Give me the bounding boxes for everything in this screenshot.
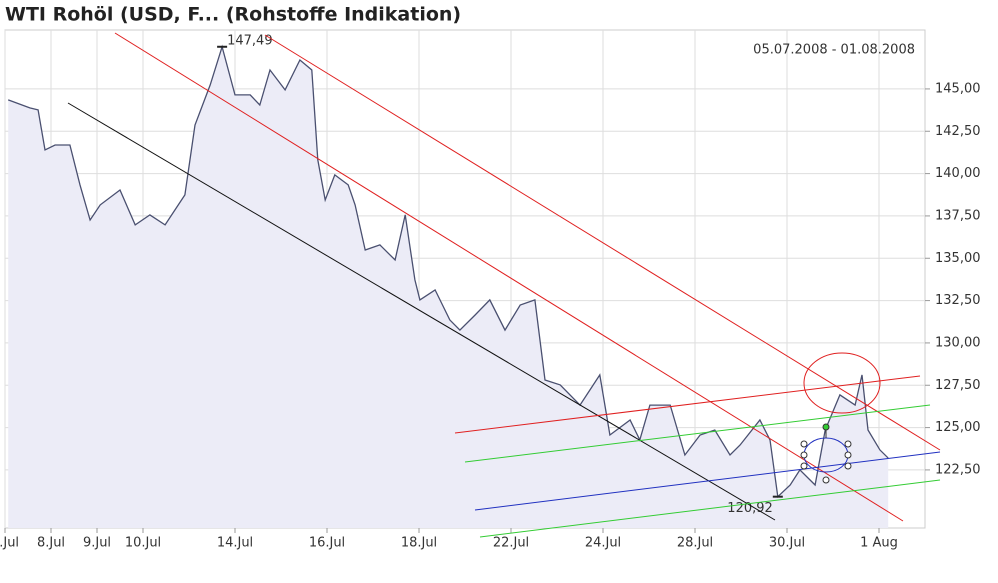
trend-line <box>454 375 921 434</box>
line <box>7 44 889 499</box>
series <box>7 44 889 529</box>
handle <box>800 462 808 470</box>
y-tick-label: 135,00 <box>935 251 981 266</box>
x-tick-label: 28.Jul <box>677 536 713 551</box>
x-tick-label: 14.Jul <box>217 536 253 551</box>
ellipse-marker <box>803 352 881 414</box>
y-tick-label: 137,50 <box>935 208 981 223</box>
handle <box>822 476 830 484</box>
trend-line <box>264 34 941 451</box>
x-tick-label: 7.Jul <box>0 536 19 551</box>
chart-title: WTI Rohöl (USD, F... (Rohstoffe Indikati… <box>5 4 461 26</box>
x-tick-label: 24.Jul <box>585 536 621 551</box>
x-tick-label: 1 Aug <box>860 536 898 551</box>
x-tick-label: 30.Jul <box>769 536 805 551</box>
x-tick-label: 9.Jul <box>83 536 111 551</box>
trend-line <box>464 404 931 463</box>
x-tick-label: 22.Jul <box>493 536 529 551</box>
y-tick-label: 142,50 <box>935 124 981 139</box>
x-tick-label: 8.Jul <box>37 536 65 551</box>
handle <box>800 440 808 448</box>
y-tick-label: 132,50 <box>935 293 981 308</box>
handle <box>822 423 830 431</box>
x-tick-label: 16.Jul <box>309 536 345 551</box>
trend-line <box>114 32 904 522</box>
y-tick-label: 145,00 <box>935 81 981 96</box>
drawings <box>67 32 941 538</box>
y-tick-label: 125,00 <box>935 420 981 435</box>
date-range: 05.07.2008 - 01.08.2008 <box>753 43 915 58</box>
value-label: 147,49 <box>227 33 273 48</box>
handle <box>800 451 808 459</box>
y-tick-label: 127,50 <box>935 378 981 393</box>
handle <box>844 440 852 448</box>
y-tick-label: 130,00 <box>935 335 981 350</box>
handle <box>844 451 852 459</box>
area <box>8 46 889 529</box>
x-tick-label: 18.Jul <box>401 536 437 551</box>
trend-line <box>479 479 941 538</box>
y-tick-label: 140,00 <box>935 166 981 181</box>
trend-line <box>67 102 776 521</box>
x-tick-label: 10.Jul <box>125 536 161 551</box>
y-tick-label: 122,50 <box>935 462 981 477</box>
handle <box>844 462 852 470</box>
trend-line <box>474 451 941 511</box>
